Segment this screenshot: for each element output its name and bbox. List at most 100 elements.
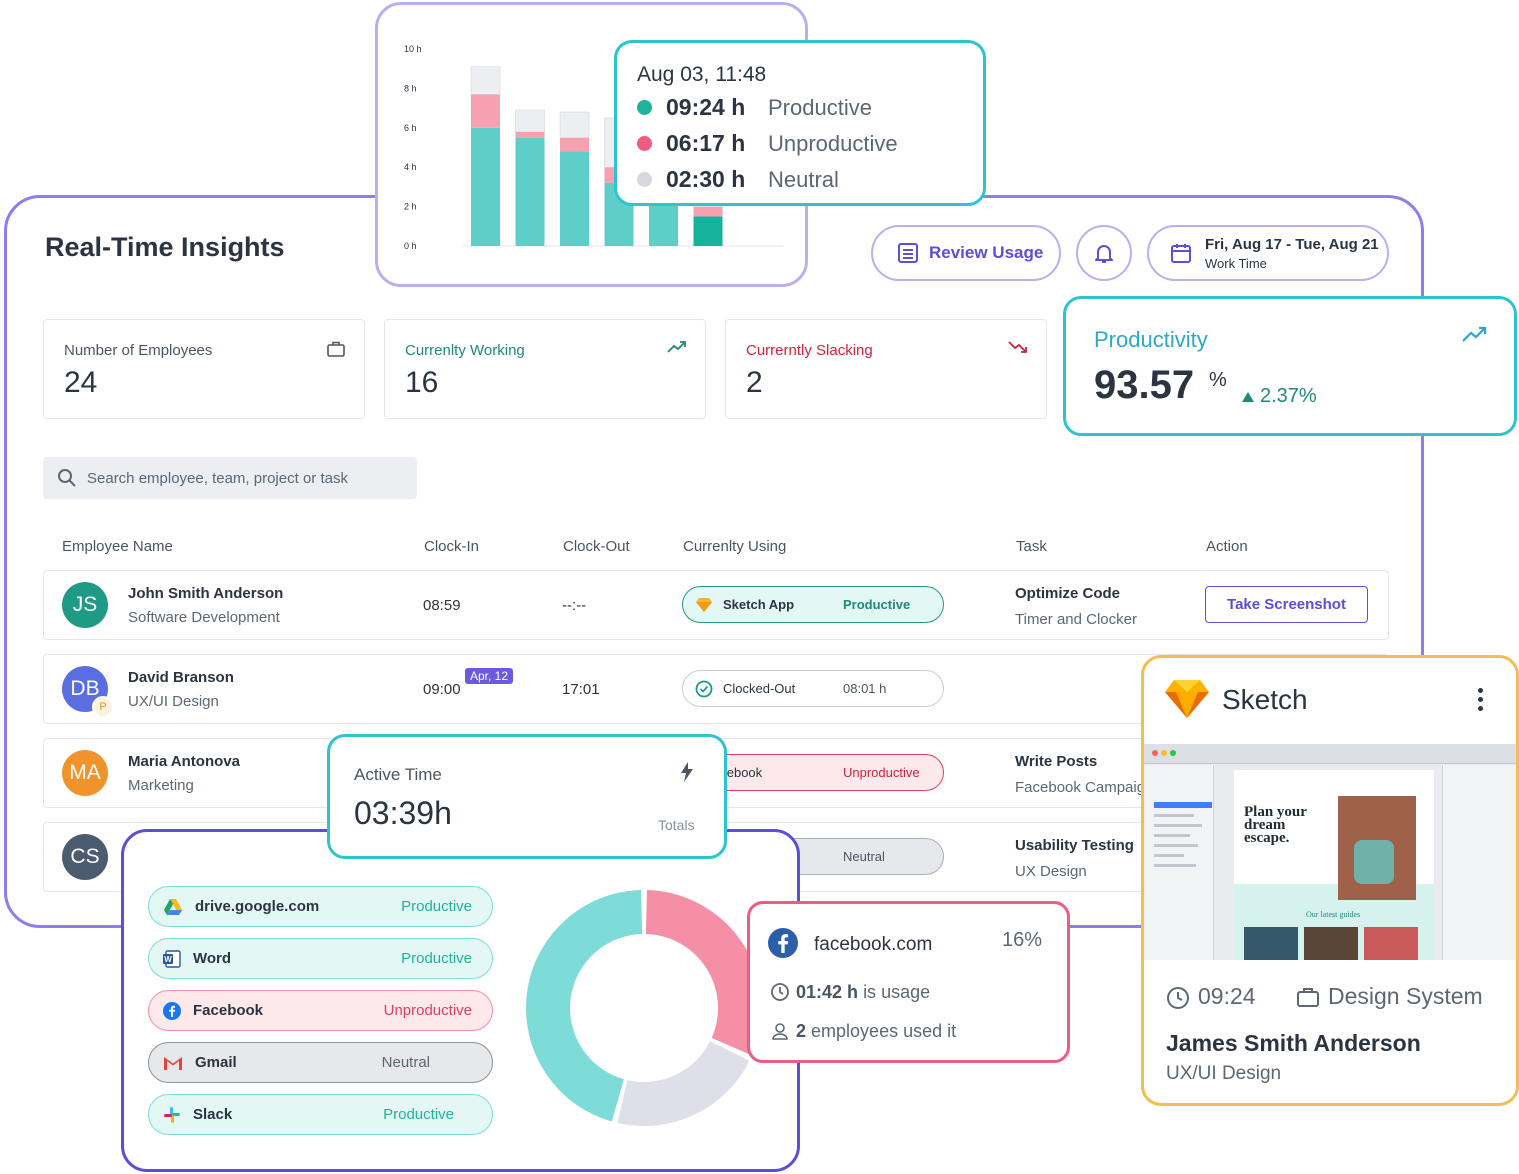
app-name: drive.google.com <box>195 898 320 915</box>
donut-slice-neutral[interactable] <box>617 1041 750 1126</box>
review-usage-label: Review Usage <box>929 243 1044 262</box>
productivity-change-value: 2.37% <box>1260 385 1317 407</box>
trend-down-icon <box>1008 341 1027 353</box>
sketch-icon <box>696 597 712 612</box>
y-tick-label: 8 h <box>404 83 417 93</box>
avatar: JS <box>62 582 108 628</box>
app-status: Neutral <box>381 1054 430 1071</box>
currently-using-pill: Clocked-Out 08:01 h <box>682 670 944 707</box>
popup-usage: 01:42 h is usage <box>796 982 930 1003</box>
date-range-label: Fri, Aug 17 - Tue, Aug 21 <box>1205 235 1379 253</box>
bar-segment-productive[interactable] <box>515 137 545 246</box>
chart-tooltip: Aug 03, 11:48 09:24 h Productive 06:17 h… <box>614 40 986 206</box>
bar-segment-unproductive[interactable] <box>693 206 723 217</box>
app-name: Word <box>193 950 232 967</box>
sketch-activity-card: Sketch Plan your dream escape. Our lates… <box>1141 655 1519 1106</box>
date-range-picker[interactable]: Fri, Aug 17 - Tue, Aug 21 Work Time <box>1147 225 1389 281</box>
app-pill[interactable]: drive.google.com Productive <box>148 886 493 927</box>
bar-segment-neutral[interactable] <box>515 109 545 133</box>
column-header: Task <box>1016 538 1047 555</box>
bar-segment-unproductive[interactable] <box>515 131 545 138</box>
facebook-usage-popup: facebook.com 16% 01:42 h is usage 2 empl… <box>747 901 1070 1063</box>
app-pill[interactable]: Gmail Neutral <box>148 1042 493 1083</box>
sketch-employee-dept: UX/UI Design <box>1166 1063 1282 1084</box>
facebook-icon <box>163 1001 181 1020</box>
app-pill[interactable]: W Word Productive <box>148 938 493 979</box>
y-tick-label: 2 h <box>404 202 417 212</box>
legend-dot <box>637 136 652 151</box>
app-name: Slack <box>193 1106 233 1123</box>
employees-value: 2 <box>796 1021 807 1041</box>
calendar-icon <box>1171 244 1191 263</box>
using-duration: 08:01 h <box>843 681 887 696</box>
y-tick-label: 4 h <box>404 162 417 172</box>
sketch-icon <box>1165 680 1209 718</box>
bar-segment-productive[interactable] <box>471 127 500 246</box>
productivity-unit: % <box>1209 369 1227 391</box>
usage-donut-chart <box>526 890 762 1126</box>
currently-using-pill: Sketch App Productive <box>682 586 944 623</box>
search-input[interactable]: Search employee, team, project or task <box>43 457 417 499</box>
screenshot-preview[interactable]: Plan your dream escape. Our latest guide… <box>1144 744 1516 960</box>
legend-dot <box>637 100 652 115</box>
review-usage-button[interactable]: Review Usage <box>871 225 1061 281</box>
notifications-button[interactable] <box>1076 225 1132 281</box>
table-row[interactable]: JS John Smith Anderson Software Developm… <box>43 570 1389 640</box>
briefcase-icon <box>1297 988 1319 1007</box>
app-status: Productive <box>401 950 472 967</box>
employees-text: employees used it <box>811 1021 957 1041</box>
donut-slice-unproductive[interactable] <box>645 890 762 1056</box>
column-header: Employee Name <box>62 538 173 555</box>
triangle-up-icon <box>1242 391 1254 402</box>
app-status: Productive <box>401 898 472 915</box>
y-tick-label: 0 h <box>404 241 417 251</box>
tooltip-label: Unproductive <box>768 130 898 156</box>
bar-segment-unproductive[interactable] <box>560 137 589 152</box>
task-title: Write Posts <box>1015 753 1098 770</box>
trend-up-icon <box>1462 326 1487 342</box>
slack-icon <box>164 1106 180 1123</box>
bar-segment-productive[interactable] <box>560 151 589 246</box>
status-badge: P <box>92 696 114 718</box>
app-pill[interactable]: Slack Productive <box>148 1094 493 1135</box>
search-icon <box>58 469 76 487</box>
page-title: Real-Time Insights <box>45 232 285 262</box>
stat-label: Currerntly Slacking <box>746 342 873 359</box>
column-header: Clock-Out <box>563 538 630 555</box>
column-header: Action <box>1206 538 1248 555</box>
app-status: Unproductive <box>383 1002 472 1019</box>
active-time-value: 03:39h <box>354 795 452 831</box>
using-status: Unproductive <box>843 765 920 780</box>
bar-segment-productive[interactable] <box>693 216 723 246</box>
app-pill[interactable]: Facebook Unproductive <box>148 990 493 1031</box>
productivity-card: Productivity 93.57 % 2.37% <box>1063 296 1517 436</box>
sketch-app-name: Sketch <box>1222 684 1308 715</box>
stat-value: 24 <box>64 366 98 399</box>
avatar: MA <box>62 750 108 796</box>
more-options-icon[interactable] <box>1478 688 1484 711</box>
clock-icon <box>1167 987 1189 1009</box>
preview-heading: Plan your dream escape. <box>1244 804 1307 846</box>
briefcase-icon <box>327 341 345 357</box>
using-app: Sketch App <box>723 597 795 612</box>
bar-segment-unproductive[interactable] <box>471 94 500 128</box>
date-range-sub: Work Time <box>1205 255 1267 271</box>
using-status: Productive <box>843 597 911 612</box>
bar-segment-neutral[interactable] <box>470 66 501 95</box>
donut-slice-productive[interactable] <box>526 890 643 1122</box>
active-time-sub: Totals <box>658 817 695 833</box>
take-screenshot-button[interactable]: Take Screenshot <box>1205 586 1368 623</box>
sketch-employee-name: James Smith Anderson <box>1166 1030 1421 1056</box>
app-name: Gmail <box>195 1054 237 1071</box>
clock-out: 17:01 <box>562 681 600 698</box>
productivity-change: 2.37% <box>1242 385 1317 408</box>
productivity-label: Productivity <box>1094 327 1208 352</box>
stat-label: Currenlty Working <box>405 342 525 359</box>
bar-segment-neutral[interactable] <box>559 111 590 138</box>
column-header: Clock-In <box>424 538 480 555</box>
using-app: Clocked-Out <box>723 681 796 696</box>
tooltip-date: Aug 03, 11:48 <box>637 63 767 86</box>
avatar: CS <box>62 834 108 880</box>
task-sub: UX Design <box>1015 863 1087 880</box>
stat-value: 2 <box>746 366 763 399</box>
